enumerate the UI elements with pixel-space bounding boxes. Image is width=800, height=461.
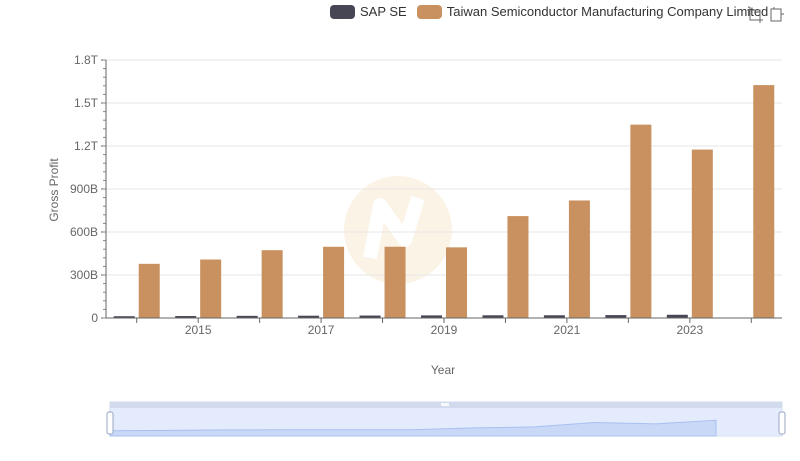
datazoom-handle-right[interactable] bbox=[778, 411, 786, 435]
bar-tsmc[interactable] bbox=[568, 200, 590, 318]
legend-item-tsmc[interactable]: Taiwan Semiconductor Manufacturing Compa… bbox=[416, 4, 769, 19]
bar-tsmc[interactable] bbox=[630, 124, 652, 318]
datazoom-handle-left[interactable] bbox=[106, 411, 114, 435]
legend-swatch-sap bbox=[330, 4, 355, 19]
bar-tsmc[interactable] bbox=[446, 247, 467, 318]
bar-sap[interactable] bbox=[359, 315, 381, 318]
bar-sap[interactable] bbox=[236, 315, 258, 318]
y-tick-label: 600B bbox=[70, 225, 98, 239]
x-tick-label: 2023 bbox=[676, 323, 703, 337]
restore-icon[interactable] bbox=[768, 6, 786, 24]
legend: SAP SE Taiwan Semiconductor Manufacturin… bbox=[330, 4, 778, 19]
zoom-icon[interactable] bbox=[746, 6, 764, 24]
y-tick-label: 0 bbox=[91, 311, 98, 325]
datazoom-top-grip[interactable] bbox=[441, 403, 449, 406]
x-tick-label: 2021 bbox=[554, 323, 581, 337]
datazoom-preview-area bbox=[109, 419, 717, 437]
y-axis-title: Gross Profit bbox=[47, 158, 61, 222]
x-axis-title: Year bbox=[431, 363, 455, 377]
bar-sap[interactable] bbox=[543, 315, 565, 318]
bar-sap[interactable] bbox=[482, 315, 504, 318]
legend-item-sap[interactable]: SAP SE bbox=[330, 4, 407, 19]
legend-swatch-tsmc bbox=[416, 4, 442, 19]
bar-sap[interactable] bbox=[605, 315, 627, 318]
bar-tsmc[interactable] bbox=[138, 263, 160, 318]
bar-tsmc[interactable] bbox=[200, 259, 222, 318]
bar-tsmc[interactable] bbox=[753, 85, 775, 318]
legend-label-tsmc: Taiwan Semiconductor Manufacturing Compa… bbox=[446, 4, 769, 19]
legend-label-sap: SAP SE bbox=[360, 4, 407, 19]
bar-tsmc[interactable] bbox=[507, 216, 529, 318]
x-tick-label: 2015 bbox=[185, 323, 212, 337]
y-tick-label: 300B bbox=[70, 268, 98, 282]
bar-sap[interactable] bbox=[113, 316, 135, 318]
y-tick-label: 1.8T bbox=[74, 53, 99, 67]
y-tick-label: 1.5T bbox=[74, 96, 99, 110]
bar-sap[interactable] bbox=[421, 315, 442, 318]
bar-sap[interactable] bbox=[666, 314, 688, 318]
bar-tsmc[interactable] bbox=[384, 246, 406, 318]
x-tick-label: 2017 bbox=[308, 323, 335, 337]
bar-sap[interactable] bbox=[298, 315, 320, 318]
bar-sap[interactable] bbox=[175, 316, 197, 318]
bar-tsmc[interactable] bbox=[691, 149, 713, 318]
x-tick-label: 2019 bbox=[431, 323, 458, 337]
y-tick-label: 900B bbox=[70, 182, 98, 196]
datazoom-slider[interactable] bbox=[106, 401, 786, 437]
bar-tsmc[interactable] bbox=[261, 250, 283, 318]
toolbox bbox=[746, 6, 790, 24]
bar-tsmc[interactable] bbox=[323, 246, 345, 318]
y-tick-label: 1.2T bbox=[74, 139, 99, 153]
